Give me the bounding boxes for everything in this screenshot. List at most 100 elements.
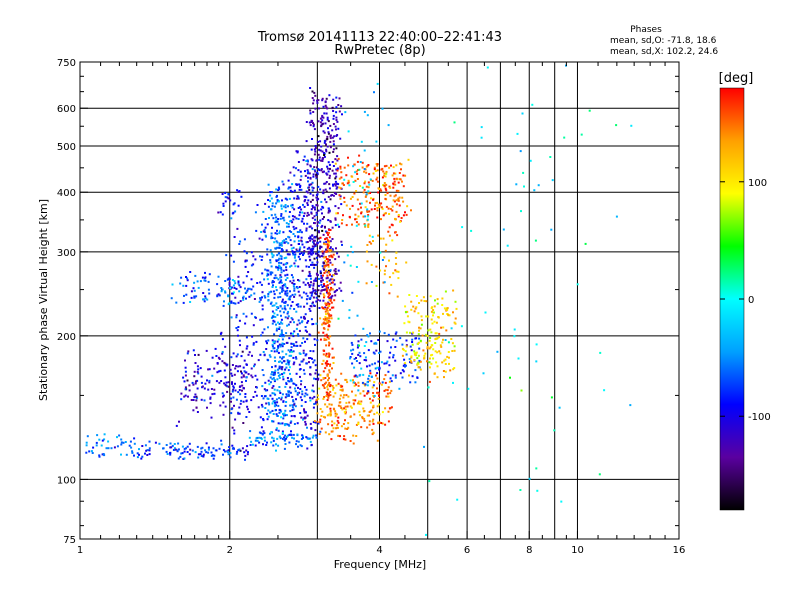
data-point [290,231,293,233]
data-point [358,362,361,365]
data-point [335,384,338,387]
data-point [392,199,395,202]
data-point [285,437,288,440]
data-point [239,240,242,243]
data-point [325,264,327,267]
data-point [207,388,210,391]
data-point [304,423,307,426]
data-point [239,402,242,405]
data-point [324,377,327,379]
data-point [245,416,248,418]
data-point [306,247,309,250]
data-point [287,323,290,326]
data-point [317,284,320,287]
data-point [356,346,359,349]
data-point [358,154,361,157]
data-point [309,310,312,312]
data-point [323,141,326,144]
data-point [323,387,326,389]
data-point [358,351,361,354]
data-point [383,174,386,177]
data-point [415,352,418,355]
data-point [271,304,274,307]
data-point [283,424,286,427]
data-point [275,265,278,268]
data-point [189,271,192,273]
data-point [281,288,284,291]
data-point [324,322,327,325]
data-point [311,384,314,387]
data-point [431,353,434,356]
data-point [243,370,246,373]
data-point [273,277,276,280]
data-point [258,237,261,240]
data-point [332,150,335,153]
data-point [440,345,443,348]
data-point [273,371,276,374]
data-point [212,457,215,460]
data-point [372,172,375,175]
data-point [535,360,538,363]
data-point [374,341,377,344]
data-point [281,366,284,369]
data-point [325,318,328,320]
data-point [327,396,330,399]
data-point [347,164,350,167]
data-point [207,288,210,291]
data-point [300,383,302,386]
data-point [306,169,309,172]
data-point [322,377,325,379]
data-point [414,369,417,372]
data-point [299,246,302,249]
data-point [328,317,331,320]
data-point [271,409,274,412]
data-point [328,381,331,384]
data-point [390,164,392,167]
data-point [429,337,432,339]
data-point [327,258,330,261]
data-point [264,389,267,392]
data-point [311,138,313,140]
data-point [366,365,368,368]
data-point [368,379,371,382]
data-point [295,286,298,288]
data-point [329,250,332,253]
data-point [381,411,384,414]
data-point [278,326,281,329]
data-point [313,338,316,341]
data-point [321,323,324,326]
data-point [502,228,505,231]
data-point [365,193,368,196]
data-point [221,338,224,341]
data-point [438,332,441,335]
data-point [319,247,321,250]
data-point [338,401,341,404]
data-point [369,401,372,404]
data-point [356,198,359,201]
data-point [363,359,366,361]
data-point [210,388,213,390]
data-point [383,389,386,392]
data-point [238,448,241,451]
data-point [203,399,206,402]
data-point [360,400,363,403]
data-point [324,101,327,104]
data-point [404,211,406,214]
data-point [264,218,267,220]
data-point [277,223,280,226]
data-point [353,366,356,369]
data-point [366,426,369,429]
data-point [326,385,329,388]
data-point [276,266,279,269]
data-point [325,106,328,109]
data-point [270,214,273,217]
data-point [300,231,303,234]
data-point [281,240,284,243]
data-point [332,194,335,197]
data-point [260,403,263,406]
data-point [355,360,358,362]
data-point [281,432,284,435]
data-point [396,178,399,181]
data-point [205,451,208,454]
data-point [199,280,202,283]
